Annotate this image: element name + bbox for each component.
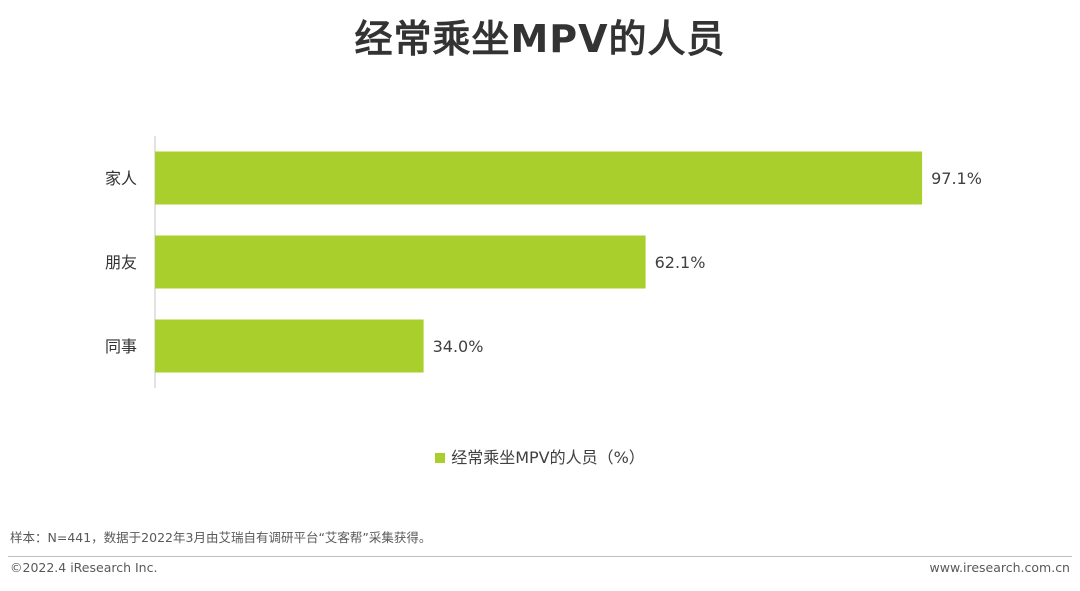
bar-0	[155, 151, 923, 205]
legend-label: 经常乘坐MPV的人员（%）	[451, 448, 645, 467]
value-label: 34.0%	[433, 337, 484, 356]
legend-swatch	[435, 452, 446, 463]
category-label: 朋友	[105, 253, 137, 272]
sample-note: 样本：N=441，数据于2022年3月由艾瑞自有调研平台“艾客帮”采集获得。	[10, 530, 432, 545]
copyright: ©2022.4 iResearch Inc.	[10, 560, 158, 575]
value-label: 62.1%	[655, 253, 706, 272]
footer-divider	[8, 556, 1072, 557]
legend: 经常乘坐MPV的人员（%）	[0, 444, 1080, 468]
website-link[interactable]: www.iresearch.com.cn	[929, 560, 1071, 575]
bar-1	[155, 235, 646, 289]
category-label: 同事	[105, 337, 137, 356]
category-label: 家人	[105, 169, 137, 188]
bar-2	[155, 319, 424, 373]
chart-title: 经常乘坐MPV的人员	[354, 17, 726, 61]
value-label: 97.1%	[931, 169, 982, 188]
bar-chart: 家人 97.1% 朋友 62.1% 同事 34.0%	[105, 136, 982, 388]
